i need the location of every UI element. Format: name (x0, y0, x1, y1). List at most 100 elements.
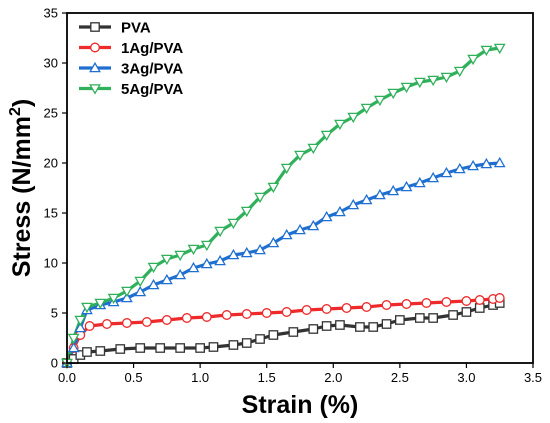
data-point-pva (368, 322, 379, 332)
data-point-pva (255, 334, 265, 344)
data-point-5ag-pva (134, 276, 147, 288)
data-point-pva (135, 343, 146, 353)
data-point-5ag-pva (67, 333, 80, 345)
data-point-3ag-pva (360, 193, 373, 205)
y-tick-label: 35 (44, 6, 58, 21)
data-point-pva (381, 319, 392, 329)
x-tick-label: 1.0 (191, 370, 209, 385)
x-tick-label: 0.0 (58, 370, 76, 385)
legend-label-1ag-pva: 1Ag/PVA (121, 40, 183, 57)
data-point-5ag-pva (187, 244, 200, 256)
data-point-5ag-pva (307, 143, 320, 155)
data-point-1ag-pva (84, 321, 95, 331)
data-point-1ag-pva (221, 310, 232, 320)
data-point-5ag-pva (120, 286, 133, 298)
data-point-5ag-pva (440, 72, 453, 84)
y-axis-title-main: Stress (N/mm (8, 116, 36, 277)
plot-frame (66, 12, 534, 364)
data-point-3ag-pva (427, 171, 440, 183)
data-point-3ag-pva (480, 157, 493, 169)
legend: PVA 1Ag/PVA 3Ag/PVA 5Ag/PVA (79, 20, 183, 98)
data-point-5ag-pva (200, 240, 213, 252)
data-point-5ag-pva (400, 82, 413, 94)
data-point-1ag-pva (141, 317, 152, 327)
data-point-3ag-pva (200, 257, 213, 269)
data-point-3ag-pva (120, 291, 133, 303)
data-point-3ag-pva (387, 184, 400, 196)
data-point-5ag-pva (347, 112, 360, 124)
data-point-pva (428, 313, 438, 323)
data-point-1ag-pva (301, 305, 312, 315)
data-point-5ag-pva (160, 254, 173, 266)
data-point-1ag-pva (461, 296, 472, 306)
y-axis-ticks: 0 5 10 15 20 25 30 35 (44, 6, 67, 371)
data-point-3ag-pva (160, 273, 173, 285)
data-point-3ag-pva (254, 243, 266, 255)
data-point-5ag-pva (360, 103, 373, 115)
data-point-5ag-pva (74, 315, 87, 327)
x-tick-label: 2.5 (391, 370, 409, 385)
data-point-pva (195, 343, 205, 353)
data-point-5ag-pva (227, 218, 240, 230)
data-point-3ag-pva (467, 159, 480, 171)
data-point-5ag-pva (427, 75, 440, 87)
data-point-3ag-pva (67, 341, 80, 353)
data-point-pva (208, 342, 219, 352)
data-point-5ag-pva (267, 182, 280, 194)
data-point-5ag-pva (254, 192, 266, 204)
data-point-5ag-pva (373, 95, 386, 107)
legend-marker-5ag-pva (89, 84, 101, 95)
data-point-3ag-pva (400, 180, 413, 192)
data-point-5ag-pva (493, 43, 506, 55)
data-point-pva (321, 321, 332, 331)
data-point-1ag-pva (474, 295, 485, 305)
data-point-5ag-pva (320, 130, 333, 142)
data-point-pva (175, 343, 186, 353)
data-point-5ag-pva (107, 293, 120, 305)
data-point-5ag-pva (467, 54, 480, 66)
data-point-pva (335, 320, 345, 330)
x-tick-label: 3.5 (524, 370, 542, 385)
y-axis-title: Stress (N/mm2) (7, 99, 36, 277)
data-point-5ag-pva (174, 250, 187, 262)
x-tick-label: 3.0 (457, 370, 475, 385)
data-point-5ag-pva (480, 45, 493, 57)
data-point-5ag-pva (240, 206, 253, 218)
data-point-pva (268, 330, 279, 340)
data-point-5ag-pva (453, 66, 466, 78)
y-tick-label: 20 (44, 156, 58, 171)
data-point-3ag-pva (294, 223, 306, 235)
y-tick-label: 0 (51, 356, 58, 371)
data-point-pva (228, 340, 239, 350)
data-point-3ag-pva (187, 261, 200, 273)
data-point-pva (241, 338, 252, 348)
data-point-1ag-pva (161, 315, 172, 325)
data-point-3ag-pva (307, 219, 320, 231)
legend-label-3ag-pva: 3Ag/PVA (121, 61, 183, 78)
data-point-pva (308, 324, 319, 334)
y-tick-label: 30 (44, 56, 58, 71)
data-point-3ag-pva (267, 236, 280, 248)
y-tick-label: 5 (51, 306, 58, 321)
data-point-3ag-pva (440, 166, 453, 178)
data-point-3ag-pva (280, 228, 293, 240)
data-point-3ag-pva (214, 254, 227, 266)
data-point-1ag-pva (361, 302, 372, 312)
y-tick-label: 10 (44, 256, 58, 271)
y-axis-title-superscript: 2 (7, 107, 24, 116)
data-point-1ag-pva (261, 308, 272, 318)
data-point-pva (414, 313, 425, 323)
data-point-3ag-pva (453, 162, 466, 174)
legend-label-5ag-pva: 5Ag/PVA (121, 81, 183, 98)
data-point-3ag-pva (413, 176, 426, 188)
data-point-pva (461, 307, 472, 317)
data-point-1ag-pva (121, 318, 132, 328)
data-point-5ag-pva (294, 150, 306, 162)
data-point-1ag-pva (281, 307, 292, 317)
x-tick-label: 0.5 (125, 370, 143, 385)
legend-marker-1ag-pva (90, 42, 100, 53)
data-point-1ag-pva (201, 312, 212, 322)
x-tick-label: 1.5 (258, 370, 276, 385)
legend-marker-3ag-pva (89, 61, 101, 73)
